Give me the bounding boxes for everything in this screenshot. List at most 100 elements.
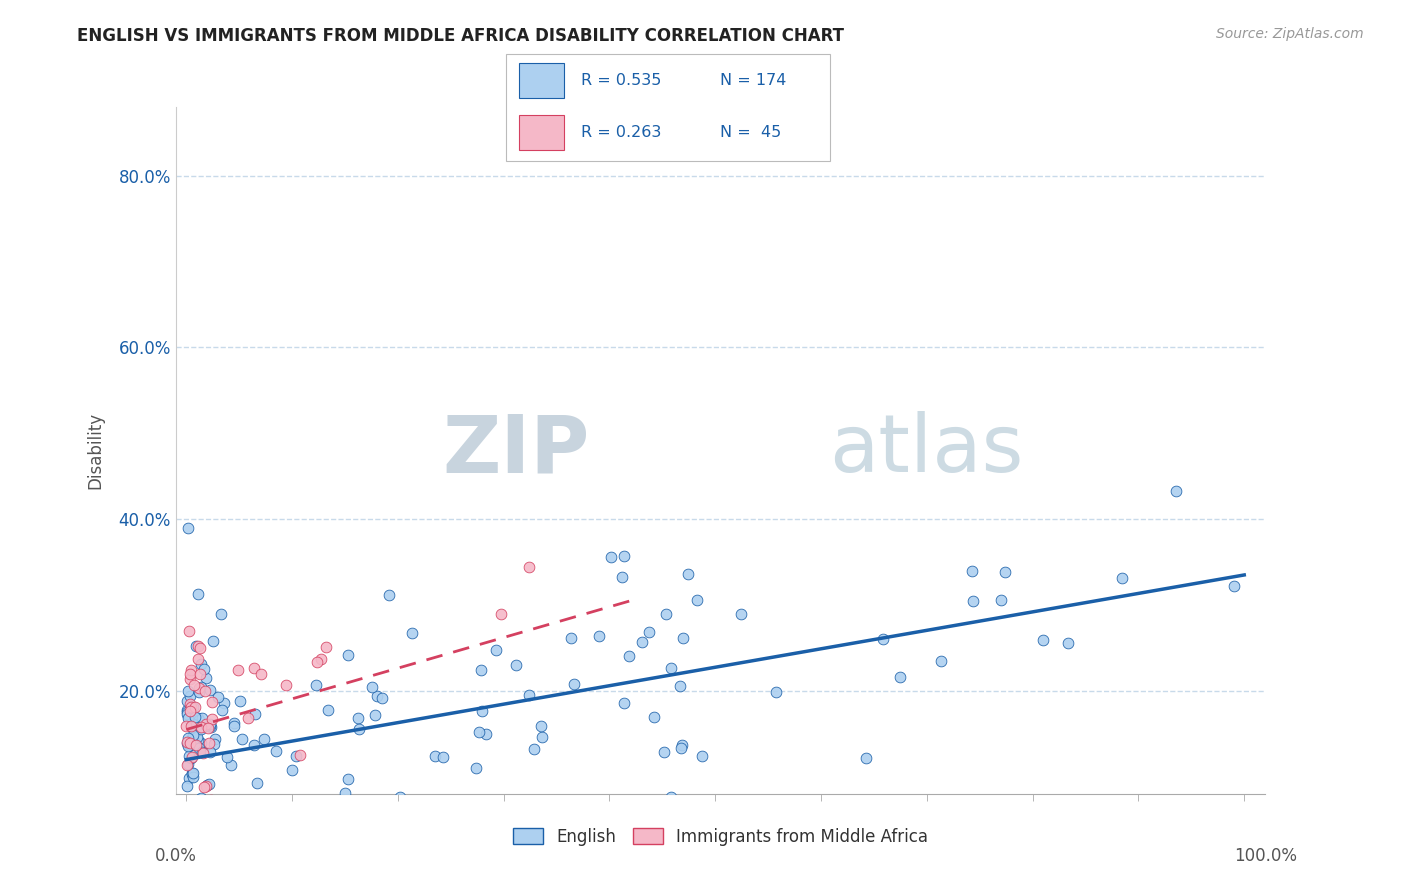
Point — [765, 685, 787, 699]
Point — [181, 766, 204, 780]
Point — [471, 705, 494, 719]
Point — [177, 684, 200, 698]
Point — [336, 648, 359, 663]
Point — [1032, 632, 1054, 647]
Point — [630, 635, 652, 649]
Point — [226, 663, 249, 677]
Point — [195, 796, 218, 810]
Point — [465, 761, 488, 775]
Point — [176, 694, 198, 708]
Point — [193, 780, 215, 794]
Point — [198, 683, 221, 698]
Point — [485, 643, 508, 657]
Point — [180, 751, 202, 765]
Point — [347, 711, 370, 725]
Point — [188, 667, 211, 681]
Point — [672, 631, 695, 645]
Point — [183, 678, 205, 692]
Point — [231, 796, 253, 810]
Point — [187, 796, 209, 810]
Text: Source: ZipAtlas.com: Source: ZipAtlas.com — [1216, 27, 1364, 41]
Point — [183, 728, 205, 742]
Point — [562, 677, 585, 691]
Point — [200, 720, 222, 734]
Point — [191, 745, 214, 759]
Point — [1111, 571, 1133, 585]
Point — [176, 719, 198, 733]
Point — [177, 711, 200, 725]
Point — [181, 720, 204, 734]
Point — [187, 587, 209, 601]
Point — [505, 658, 527, 673]
Point — [198, 717, 221, 731]
Point — [209, 607, 232, 622]
Point — [179, 689, 201, 703]
Point — [177, 748, 200, 763]
Point — [655, 607, 678, 621]
Point — [613, 549, 636, 563]
Point — [195, 779, 218, 793]
Bar — [519, 114, 564, 150]
Point — [181, 767, 204, 781]
Point — [523, 741, 546, 756]
Text: R = 0.535: R = 0.535 — [581, 73, 661, 88]
Point — [250, 667, 273, 681]
Point — [194, 684, 217, 698]
Point — [187, 639, 209, 653]
Point — [188, 685, 211, 699]
Point — [180, 796, 202, 810]
Point — [181, 765, 204, 780]
Point — [668, 679, 690, 693]
Point — [179, 624, 201, 638]
Text: N =  45: N = 45 — [720, 125, 780, 140]
Point — [177, 756, 200, 771]
Point — [531, 730, 554, 744]
Point — [380, 796, 402, 810]
Point — [643, 710, 665, 724]
Point — [194, 671, 217, 685]
Point — [180, 796, 202, 810]
Point — [432, 750, 454, 764]
Point — [1166, 484, 1188, 499]
Point — [179, 736, 201, 750]
Text: 100.0%: 100.0% — [1234, 847, 1296, 865]
Point — [188, 640, 211, 655]
Point — [177, 796, 200, 810]
Point — [190, 681, 212, 695]
Point — [204, 731, 226, 746]
Point — [190, 720, 212, 734]
Y-axis label: Disability: Disability — [87, 412, 104, 489]
Point — [184, 699, 207, 714]
Point — [613, 696, 636, 710]
Point — [201, 696, 224, 710]
Point — [179, 796, 201, 810]
Point — [219, 758, 242, 772]
Point — [181, 796, 204, 810]
Point — [243, 706, 266, 721]
Point — [184, 796, 207, 810]
Point — [177, 796, 200, 810]
Point — [176, 521, 198, 535]
Point — [176, 736, 198, 750]
Point — [195, 778, 218, 792]
Point — [180, 663, 202, 677]
Point — [686, 593, 709, 607]
Point — [197, 721, 219, 735]
Point — [191, 746, 214, 760]
Point — [187, 741, 209, 756]
Point — [309, 651, 332, 665]
Point — [661, 661, 683, 675]
Point — [179, 705, 201, 719]
Point — [238, 711, 260, 725]
Text: R = 0.263: R = 0.263 — [581, 125, 661, 140]
Point — [177, 796, 200, 810]
Point — [177, 738, 200, 752]
Point — [202, 796, 225, 810]
Point — [243, 661, 266, 675]
Point — [994, 565, 1017, 579]
Point — [183, 739, 205, 753]
Point — [184, 639, 207, 653]
Point — [730, 607, 752, 621]
Point — [179, 700, 201, 714]
Point — [195, 796, 218, 810]
